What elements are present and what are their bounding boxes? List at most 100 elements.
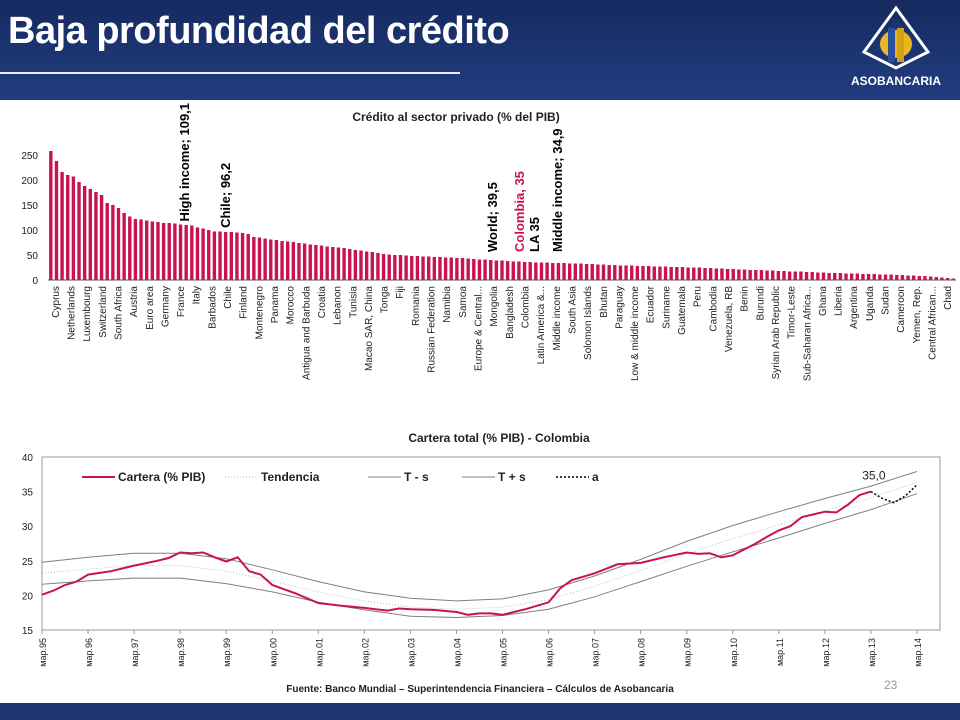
x-tick-label: Uganda bbox=[865, 286, 876, 321]
bar bbox=[133, 219, 138, 280]
bar bbox=[466, 258, 470, 280]
series-line-tendencia bbox=[41, 482, 918, 610]
x-tick-label: мар.08 bbox=[637, 638, 647, 667]
bar bbox=[178, 224, 183, 280]
bar bbox=[675, 267, 679, 280]
logo-text: ASOBANCARIA bbox=[851, 74, 941, 88]
bar bbox=[116, 208, 121, 280]
bar bbox=[810, 272, 814, 280]
x-tick-label: France bbox=[176, 286, 187, 318]
bar bbox=[195, 227, 200, 280]
x-tick-label: Paraguay bbox=[614, 286, 625, 329]
x-tick-label: Peru bbox=[693, 286, 704, 307]
series-line-cartera bbox=[41, 490, 872, 616]
bar bbox=[838, 273, 843, 280]
legend-label: T + s bbox=[498, 470, 526, 484]
x-tick-label: мар.01 bbox=[314, 638, 324, 667]
bar bbox=[269, 239, 273, 280]
bar bbox=[895, 275, 899, 280]
bar bbox=[302, 243, 307, 280]
bar bbox=[285, 241, 290, 280]
title-underline bbox=[0, 72, 460, 74]
bar bbox=[731, 269, 735, 280]
bar bbox=[799, 271, 803, 280]
bar bbox=[934, 277, 938, 280]
x-tick-label: Lebanon bbox=[333, 286, 344, 325]
bar bbox=[635, 266, 640, 280]
y-tick-label: 100 bbox=[21, 226, 38, 237]
x-tick-label: South Africa bbox=[113, 286, 124, 340]
end-value-label: 35,0 bbox=[862, 469, 886, 483]
bar bbox=[703, 268, 707, 280]
source-note: Fuente: Banco Mundial – Superintendencia… bbox=[286, 684, 674, 695]
bar bbox=[754, 270, 758, 280]
bar bbox=[776, 271, 781, 280]
bar bbox=[641, 266, 645, 280]
bar bbox=[759, 270, 764, 280]
bar bbox=[782, 271, 786, 280]
bar bbox=[77, 182, 81, 280]
x-tick-label: Switzerland bbox=[98, 286, 109, 338]
bar bbox=[370, 252, 374, 280]
bar bbox=[54, 161, 59, 280]
bar bbox=[190, 225, 194, 280]
page-number: 23 bbox=[884, 678, 898, 692]
bar bbox=[601, 264, 606, 280]
bar bbox=[567, 263, 572, 280]
x-tick-label: Panama bbox=[270, 286, 281, 324]
x-tick-label: Antigua and Barbuda bbox=[301, 286, 312, 380]
x-tick-label: мар.04 bbox=[452, 638, 462, 667]
bar bbox=[314, 245, 318, 280]
x-tick-label: Cambodia bbox=[708, 286, 719, 332]
bar bbox=[184, 225, 188, 280]
bar bbox=[235, 232, 239, 280]
data-annotation: Chile; 96,2 bbox=[218, 163, 233, 228]
x-tick-label: Middle income bbox=[552, 286, 563, 351]
bar bbox=[348, 249, 352, 280]
x-tick-label: Bhutan bbox=[599, 286, 610, 318]
bar bbox=[680, 267, 685, 280]
bar bbox=[511, 261, 515, 280]
x-tick-label: Romania bbox=[411, 286, 422, 326]
bar bbox=[692, 267, 696, 280]
bar bbox=[613, 265, 617, 280]
bar bbox=[336, 247, 341, 280]
bar bbox=[319, 245, 324, 280]
x-tick-label: Liberia bbox=[834, 286, 845, 316]
x-tick-label: Netherlands bbox=[66, 286, 77, 340]
bar bbox=[725, 269, 730, 280]
x-tick-label: Mongolia bbox=[489, 286, 500, 327]
bar bbox=[590, 264, 594, 280]
bar bbox=[556, 263, 561, 280]
bar bbox=[562, 263, 566, 280]
bar bbox=[111, 205, 115, 280]
x-tick-label: Guatemala bbox=[677, 286, 688, 335]
bar bbox=[912, 275, 916, 280]
x-tick-label: мар.10 bbox=[729, 638, 739, 667]
bar bbox=[494, 260, 499, 280]
y-tick-label: 50 bbox=[27, 251, 39, 262]
x-tick-label: Russian Federation bbox=[427, 286, 438, 373]
x-tick-label: Low & middle income bbox=[630, 286, 641, 381]
bar bbox=[128, 216, 132, 280]
series-line-t-minus-s bbox=[41, 493, 918, 619]
bar bbox=[364, 251, 369, 280]
x-tick-label: Chad bbox=[943, 286, 954, 310]
bar bbox=[223, 232, 228, 280]
bar bbox=[923, 276, 927, 280]
x-tick-label: Cyprus bbox=[51, 286, 62, 318]
x-tick-label: Suriname bbox=[661, 286, 672, 329]
bar bbox=[297, 243, 301, 280]
x-tick-label: Luxembourg bbox=[82, 286, 93, 342]
bar bbox=[771, 270, 775, 280]
bar bbox=[505, 261, 510, 280]
bar bbox=[421, 256, 425, 280]
bar bbox=[646, 266, 651, 280]
data-annotation: High income; 109,1 bbox=[177, 103, 192, 221]
x-tick-label: Tonga bbox=[380, 286, 391, 314]
x-tick-label: мар.95 bbox=[38, 638, 48, 667]
y-tick-label: 35 bbox=[22, 488, 34, 499]
x-tick-label: мар.07 bbox=[591, 638, 601, 667]
bar bbox=[833, 273, 837, 280]
x-tick-label: мар.06 bbox=[545, 638, 555, 667]
